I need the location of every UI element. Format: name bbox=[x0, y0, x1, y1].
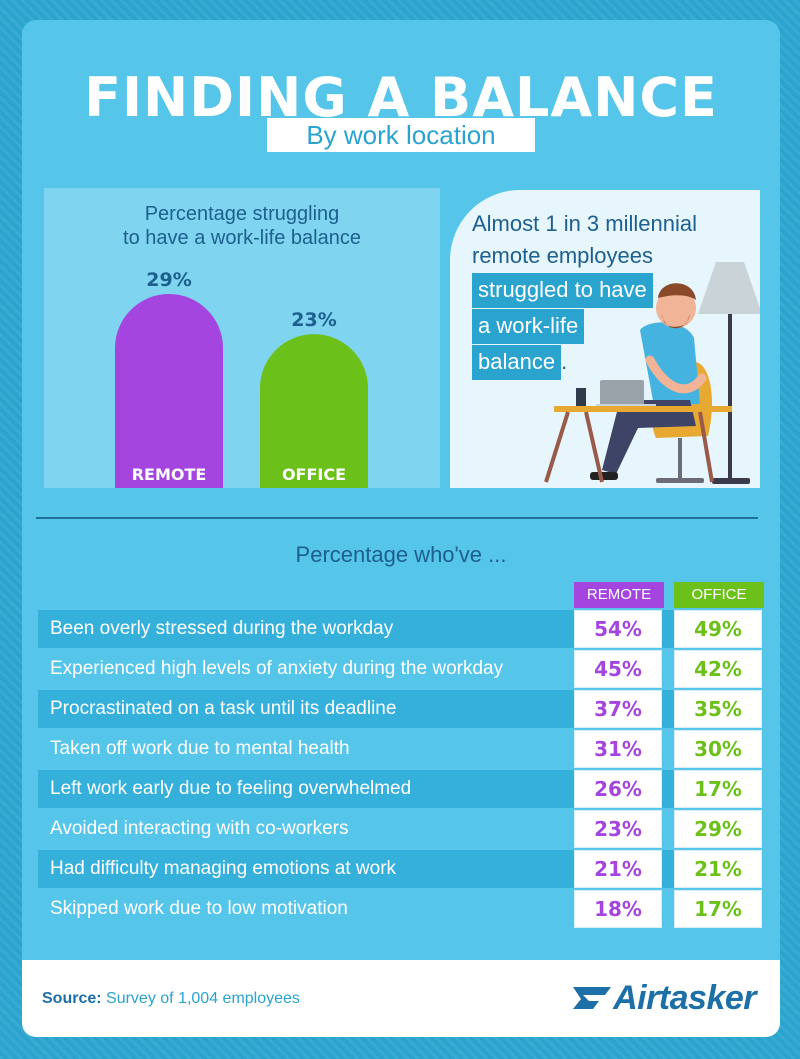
row-label: Been overly stressed during the workday bbox=[50, 618, 394, 639]
office-value-cell: 17% bbox=[674, 770, 762, 808]
table-row: Avoided interacting with co-workers 23% 29… bbox=[38, 810, 762, 848]
row-label: Had difficulty managing emotions at work bbox=[50, 858, 397, 879]
remote-value-cell: 18% bbox=[574, 890, 662, 928]
table-row: Had difficulty managing emotions at work… bbox=[38, 850, 762, 888]
coffee-cup-icon bbox=[576, 388, 586, 406]
chart-title-line-1: Percentage struggling bbox=[144, 203, 340, 225]
source-label: Source: bbox=[42, 990, 102, 1007]
remote-value-cell: 23% bbox=[574, 810, 662, 848]
source-note: Source: Survey of 1,004 employees bbox=[42, 990, 300, 1008]
desk-icon bbox=[544, 406, 732, 483]
footer: Source: Survey of 1,004 employees Airtas… bbox=[22, 960, 780, 1037]
bar-value-label: 23% bbox=[291, 309, 336, 331]
bar-value-label: 29% bbox=[146, 269, 191, 291]
bar-chart: 29% REMOTE 23% OFFICE bbox=[115, 269, 368, 488]
airtasker-mark-icon bbox=[573, 987, 612, 1009]
table-row: Experienced high levels of anxiety durin… bbox=[38, 650, 762, 688]
infographic-card: FINDING A BALANCE By work location Perce… bbox=[22, 20, 780, 1037]
source-text: Survey of 1,004 employees bbox=[106, 990, 300, 1007]
row-label: Left work early due to feeling overwhelm… bbox=[50, 778, 412, 799]
section-divider bbox=[36, 517, 758, 519]
bar-category-label: OFFICE bbox=[282, 465, 346, 484]
callout-highlight-1: struggled to have bbox=[472, 273, 653, 308]
bar-office bbox=[260, 334, 368, 488]
row-label: Procrastinated on a task until its deadl… bbox=[50, 698, 397, 719]
column-header-office: OFFICE bbox=[674, 582, 764, 608]
column-header-remote: REMOTE bbox=[574, 582, 664, 608]
table-row: Been overly stressed during the workday 5… bbox=[38, 610, 762, 648]
chart-title-line-2: to have a work-life balance bbox=[123, 227, 361, 249]
office-value-cell: 29% bbox=[674, 810, 762, 848]
callout-line-1: Almost 1 in 3 millennial bbox=[472, 211, 697, 236]
table-row: Skipped work due to low motivation 18% 17% bbox=[38, 890, 762, 928]
remote-value-cell: 31% bbox=[574, 730, 662, 768]
row-label: Taken off work due to mental health bbox=[50, 738, 350, 759]
row-label: Avoided interacting with co-workers bbox=[50, 818, 349, 839]
office-value-cell: 49% bbox=[674, 610, 762, 648]
chart-title: Percentage struggling to have a work-lif… bbox=[44, 202, 440, 250]
remote-value-cell: 26% bbox=[574, 770, 662, 808]
office-value-cell: 21% bbox=[674, 850, 762, 888]
office-value-cell: 30% bbox=[674, 730, 762, 768]
office-value-cell: 17% bbox=[674, 890, 762, 928]
table-title: Percentage who've ... bbox=[295, 542, 507, 567]
table-row: Taken off work due to mental health 31% 30… bbox=[38, 730, 762, 768]
brand-name: Airtasker bbox=[613, 978, 756, 1017]
callout-panel: Almost 1 in 3 millennial remote employee… bbox=[450, 190, 760, 488]
office-value-cell: 35% bbox=[674, 690, 762, 728]
bar-remote bbox=[115, 294, 223, 488]
table-row: Procrastinated on a task until its deadl… bbox=[38, 690, 762, 728]
page-subtitle: By work location bbox=[267, 118, 535, 152]
callout-line-2: remote employees bbox=[472, 243, 653, 268]
table-row: Left work early due to feeling overwhelm… bbox=[38, 770, 762, 808]
row-label: Skipped work due to low motivation bbox=[50, 898, 348, 919]
callout-period: . bbox=[561, 349, 568, 374]
row-label: Experienced high levels of anxiety durin… bbox=[50, 658, 504, 679]
office-value-cell: 42% bbox=[674, 650, 762, 688]
bar-chart-panel: Percentage struggling to have a work-lif… bbox=[44, 188, 440, 488]
remote-value-cell: 54% bbox=[574, 610, 662, 648]
callout-highlight-3: balance bbox=[472, 345, 562, 380]
remote-value-cell: 37% bbox=[574, 690, 662, 728]
airtasker-logo: Airtasker bbox=[571, 978, 756, 1018]
remote-value-cell: 21% bbox=[574, 850, 662, 888]
floor-lamp-icon bbox=[698, 262, 760, 484]
bar-category-label: REMOTE bbox=[132, 465, 207, 484]
person-icon bbox=[590, 283, 707, 480]
callout-highlight-2: a work-life bbox=[472, 309, 585, 344]
callout-text: Almost 1 in 3 millennial remote employee… bbox=[472, 208, 752, 380]
remote-value-cell: 45% bbox=[574, 650, 662, 688]
remote-worker-illustration bbox=[544, 262, 760, 484]
